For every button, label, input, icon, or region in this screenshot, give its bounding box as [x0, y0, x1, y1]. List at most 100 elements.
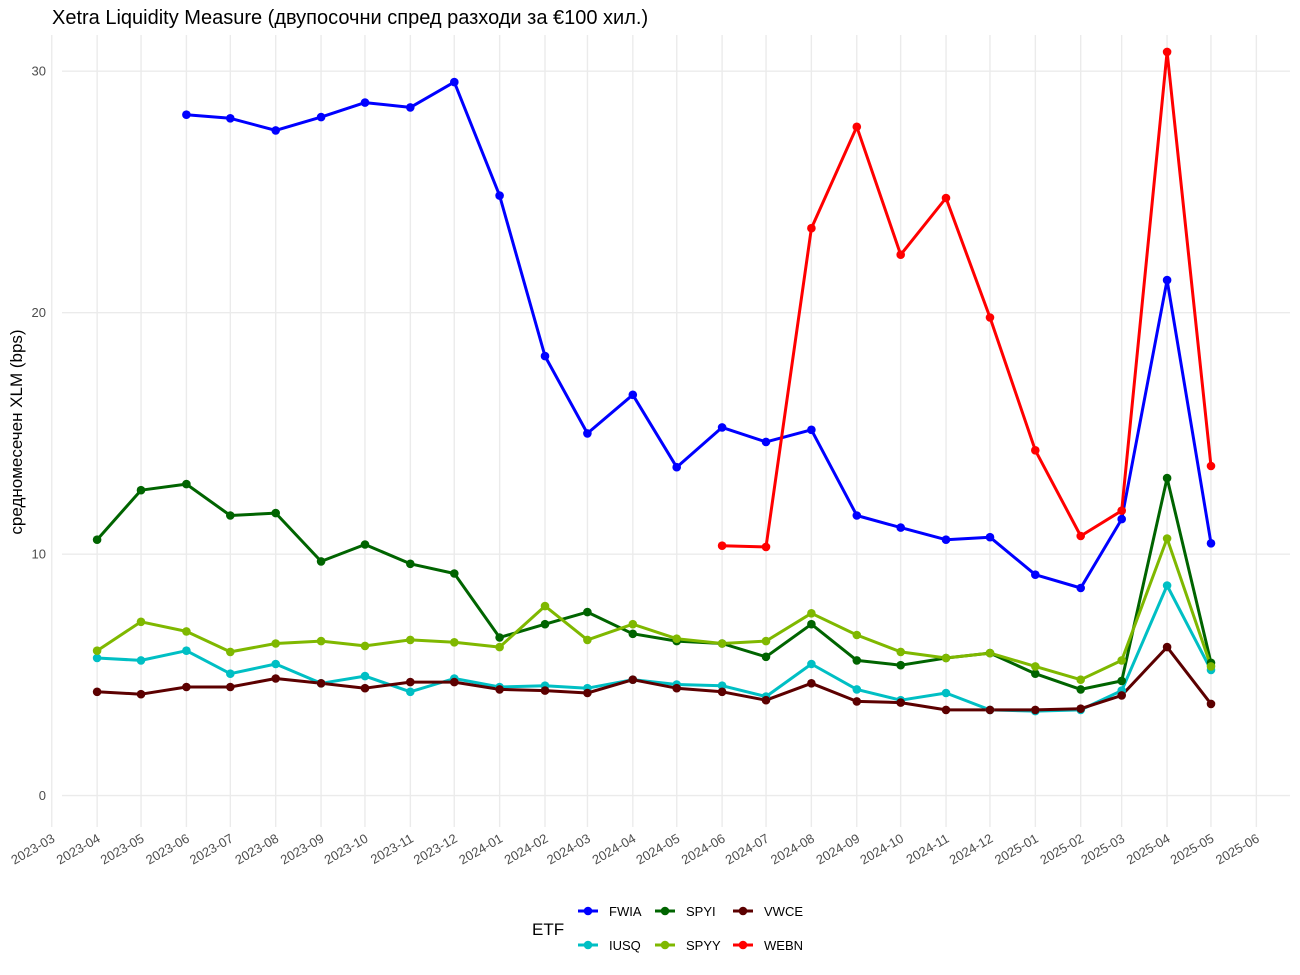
data-point-spyy [1031, 662, 1040, 671]
data-point-fwia [316, 112, 326, 122]
data-point-vwce [807, 679, 816, 688]
x-tick-label: 2024-05 [633, 831, 682, 868]
series-line-spyi [95, 476, 1213, 691]
data-point-spyy [717, 639, 727, 648]
data-point-iusq [360, 671, 370, 681]
legend-label: VWCE [764, 904, 803, 919]
data-point-vwce [182, 682, 191, 692]
x-tick-label: 2024-04 [589, 831, 638, 868]
data-point-vwce [495, 685, 504, 694]
data-point-fwia [1117, 514, 1126, 524]
data-point-fwia [761, 437, 771, 447]
x-tick-label: 2023-08 [232, 831, 281, 868]
data-point-webn [807, 223, 816, 233]
x-tick-label: 2025-06 [1213, 831, 1262, 868]
x-tick-label: 2024-03 [544, 831, 593, 868]
legend-key-point [583, 940, 593, 950]
data-point-webn [761, 542, 771, 552]
data-point-spyy [672, 634, 681, 643]
series-lines [95, 50, 1213, 713]
legend: ETF FWIA IUSQ SPYI SPYY VWCE WEBN [532, 904, 803, 953]
data-point-spyi [92, 535, 102, 544]
data-point-spyi [583, 607, 592, 617]
x-tick-label: 2025-05 [1168, 831, 1217, 868]
data-point-webn [1162, 47, 1172, 57]
legend-label: SPYY [686, 938, 721, 953]
data-point-spyi [406, 559, 415, 569]
series-line-vwce [97, 645, 1213, 712]
data-point-vwce [1076, 704, 1085, 713]
data-point-fwia [717, 423, 727, 432]
data-point-webn [896, 250, 905, 259]
data-point-webn [1031, 446, 1040, 455]
data-point-vwce [450, 677, 459, 687]
data-point-spyy [92, 646, 102, 655]
data-point-iusq [136, 656, 146, 665]
data-point-spyi [1162, 473, 1172, 483]
data-point-spyi [761, 652, 771, 662]
data-point-spyy [896, 647, 905, 657]
data-point-spyi [360, 540, 370, 549]
data-point-spyi [271, 508, 281, 518]
x-tick-label: 2024-11 [904, 831, 952, 867]
data-point-spyi [226, 511, 235, 520]
legend-key-point [583, 906, 593, 916]
data-point-spyi [852, 656, 862, 665]
data-point-spyy [136, 617, 146, 627]
x-tick-label: 2024-06 [679, 831, 728, 868]
x-tick-label: 2023-10 [322, 831, 371, 868]
x-tick-label: 2024-12 [947, 831, 996, 868]
data-point-fwia [583, 429, 592, 438]
data-point-fwia [1162, 275, 1172, 285]
data-point-spyy [628, 619, 638, 629]
x-tick-label: 2023-07 [187, 831, 236, 868]
data-point-webn [852, 122, 862, 132]
data-point-vwce [1031, 705, 1040, 715]
data-point-fwia [450, 77, 459, 87]
y-tick-label: 0 [39, 788, 46, 803]
data-point-spyi [896, 660, 905, 670]
data-point-vwce [360, 683, 370, 693]
data-point-fwia [540, 351, 550, 361]
legend-item-fwia: FWIA [578, 904, 642, 919]
data-point-webn [1117, 506, 1126, 515]
data-point-spyi [1076, 685, 1085, 694]
data-point-spyy [807, 609, 816, 618]
x-tick-label: 2023-03 [8, 831, 57, 868]
data-point-iusq [1162, 581, 1172, 590]
data-point-webn [1076, 531, 1085, 541]
data-point-spyi [495, 633, 504, 642]
legend-item-iusq: IUSQ [578, 938, 641, 953]
data-point-webn [717, 541, 727, 550]
data-point-vwce [1162, 642, 1172, 652]
data-point-fwia [896, 523, 905, 532]
x-tick-label: 2025-02 [1037, 831, 1086, 868]
legend-label: SPYI [686, 904, 716, 919]
series-line-spyy [96, 537, 1213, 682]
data-point-spyi [136, 485, 146, 495]
data-point-spyy [495, 642, 504, 652]
data-point-fwia [360, 98, 370, 107]
legend-item-spyi: SPYI [655, 904, 716, 919]
data-point-spyy [360, 641, 370, 651]
x-tick-label: 2023-06 [143, 831, 192, 868]
legend-key-point [660, 906, 670, 916]
data-point-vwce [672, 683, 681, 693]
data-point-iusq [406, 687, 415, 697]
data-point-spyy [852, 630, 862, 640]
x-tick-label: 2024-07 [723, 831, 772, 868]
data-point-spyi [1117, 676, 1126, 686]
data-point-fwia [672, 462, 681, 472]
data-point-vwce [761, 695, 771, 705]
legend-label: IUSQ [609, 938, 641, 953]
legend-key-point [738, 940, 748, 950]
data-point-spyy [540, 601, 550, 611]
data-point-vwce [941, 705, 951, 715]
x-tick-label: 2023-12 [411, 831, 460, 868]
data-point-iusq [226, 669, 235, 678]
data-point-spyy [583, 635, 592, 645]
x-tick-label: 2023-09 [278, 831, 327, 868]
data-point-spyy [1076, 675, 1085, 684]
data-point-spyy [406, 635, 415, 645]
data-point-webn [941, 193, 951, 203]
